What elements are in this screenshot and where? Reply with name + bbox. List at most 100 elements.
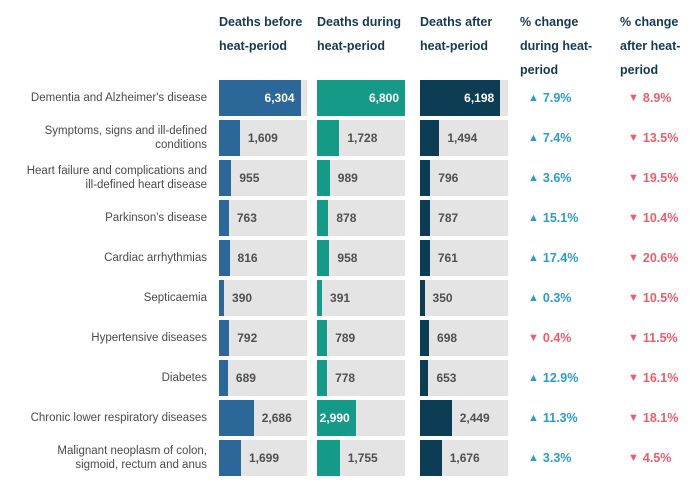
bar-cell-during: 878	[317, 200, 405, 236]
bar-cell-after: 698	[420, 320, 508, 356]
bar	[219, 280, 225, 316]
change-during: ▲ 15.1%	[520, 211, 620, 225]
bar-cell-after: 761	[420, 240, 508, 276]
bar-cell-before: 1,699	[219, 440, 307, 476]
bar	[219, 440, 241, 476]
bar-value: 2,449	[459, 411, 490, 425]
up-triangle-icon: ▲	[528, 291, 539, 304]
change-during: ▼ 0.4%	[520, 331, 620, 345]
bar	[420, 360, 429, 396]
table-row: Septicaemia 390 391 350 ▲ 0.3% ▼ 10.5%	[0, 280, 699, 316]
change-during: ▲ 3.3%	[520, 451, 620, 465]
bar-value: 653	[436, 371, 457, 385]
column-header-deaths-before: Deaths before heat-period	[219, 15, 303, 53]
bar-value: 816	[237, 251, 258, 265]
down-triangle-icon: ▼	[528, 331, 539, 344]
bar-value: 689	[235, 371, 256, 385]
bar-value: 792	[237, 331, 258, 345]
down-triangle-icon: ▼	[628, 171, 639, 184]
change-value: 16.1%	[642, 371, 679, 385]
row-label: Hypertensive diseases	[91, 332, 207, 344]
row-label: Dementia and Alzheimer's disease	[30, 92, 207, 104]
row-label: Heart failure and complications and ill-…	[26, 165, 207, 191]
bar	[317, 360, 328, 396]
column-header-pct-change-during: % change during heat-period	[520, 15, 593, 77]
bar-value: 350	[432, 291, 453, 305]
bar-cell-before: 816	[219, 240, 307, 276]
bar-value: 390	[232, 291, 253, 305]
bar	[317, 320, 328, 356]
bar-cell-during: 778	[317, 360, 405, 396]
change-value: 7.9%	[542, 91, 572, 105]
down-triangle-icon: ▼	[628, 91, 639, 104]
bar-cell-before: 2,686	[219, 400, 307, 436]
bar-value: 761	[437, 251, 458, 265]
bar-value: 1,699	[248, 451, 280, 465]
bar-cell-after: 350	[420, 280, 508, 316]
change-during: ▲ 17.4%	[520, 251, 620, 265]
down-triangle-icon: ▼	[628, 331, 639, 344]
change-value: 11.5%	[642, 331, 678, 345]
bar-value: 778	[335, 371, 356, 385]
change-value: 20.6%	[642, 251, 679, 265]
bar-value: 796	[438, 171, 459, 185]
table-row: Chronic lower respiratory diseases 2,686…	[0, 400, 699, 436]
bar-value: 1,676	[449, 451, 480, 465]
bar-value: 878	[336, 211, 357, 225]
change-after: ▼ 19.5%	[620, 171, 699, 185]
change-value: 15.1%	[542, 211, 579, 225]
bar-value: 2,686	[261, 411, 292, 425]
table-row: Symptoms, signs and ill-defined conditio…	[0, 120, 699, 156]
change-during: ▲ 0.3%	[520, 291, 620, 305]
up-triangle-icon: ▲	[528, 171, 539, 184]
bar-value: 1,494	[447, 131, 478, 145]
bar-cell-after: 1,494	[420, 120, 508, 156]
bar	[420, 120, 440, 156]
bar-cell-before: 955	[219, 160, 307, 196]
bar-value: 1,728	[347, 131, 378, 145]
rows: Dementia and Alzheimer's disease 6,304 6…	[0, 80, 699, 476]
down-triangle-icon: ▼	[628, 411, 639, 424]
bar-cell-before: 689	[219, 360, 307, 396]
bar-value: 698	[437, 331, 458, 345]
change-value: 8.9%	[642, 91, 672, 105]
bar-cell-during: 6,800	[317, 80, 405, 116]
change-during: ▲ 3.6%	[520, 171, 620, 185]
bar	[420, 400, 452, 436]
change-value: 3.6%	[542, 171, 572, 185]
bar-cell-after: 2,449	[420, 400, 508, 436]
change-value: 3.3%	[542, 451, 572, 465]
bar	[420, 280, 425, 316]
bar-cell-during: 989	[317, 160, 405, 196]
table-row: Diabetes 689 778 653 ▲ 12.9% ▼ 16.1%	[0, 360, 699, 396]
down-triangle-icon: ▼	[628, 291, 639, 304]
bar	[317, 160, 330, 196]
bar-cell-before: 792	[219, 320, 307, 356]
bar-cell-after: 653	[420, 360, 508, 396]
bar-cell-before: 763	[219, 200, 307, 236]
bar	[420, 440, 442, 476]
bar	[420, 240, 430, 276]
change-value: 18.1%	[642, 411, 679, 425]
bar	[317, 200, 329, 236]
column-header-deaths-after: Deaths after heat-period	[420, 15, 493, 53]
column-header-pct-change-after: % change after heat-period	[620, 15, 681, 77]
bar	[219, 200, 229, 236]
column-headers: Deaths before heat-period Deaths during …	[0, 10, 699, 80]
change-value: 10.5%	[642, 291, 679, 305]
bar	[219, 120, 240, 156]
bar-cell-during: 958	[317, 240, 405, 276]
change-value: 19.5%	[642, 171, 679, 185]
down-triangle-icon: ▼	[628, 371, 639, 384]
bar: 6,800	[317, 80, 405, 116]
bar: 6,198	[420, 80, 501, 116]
change-value: 13.5%	[642, 131, 679, 145]
change-after: ▼ 16.1%	[620, 371, 699, 385]
bar-cell-before: 6,304	[219, 80, 307, 116]
bar-cell-after: 796	[420, 160, 508, 196]
change-during: ▲ 7.9%	[520, 91, 620, 105]
bar	[219, 400, 254, 436]
up-triangle-icon: ▲	[528, 131, 539, 144]
bar-value: 958	[337, 251, 358, 265]
